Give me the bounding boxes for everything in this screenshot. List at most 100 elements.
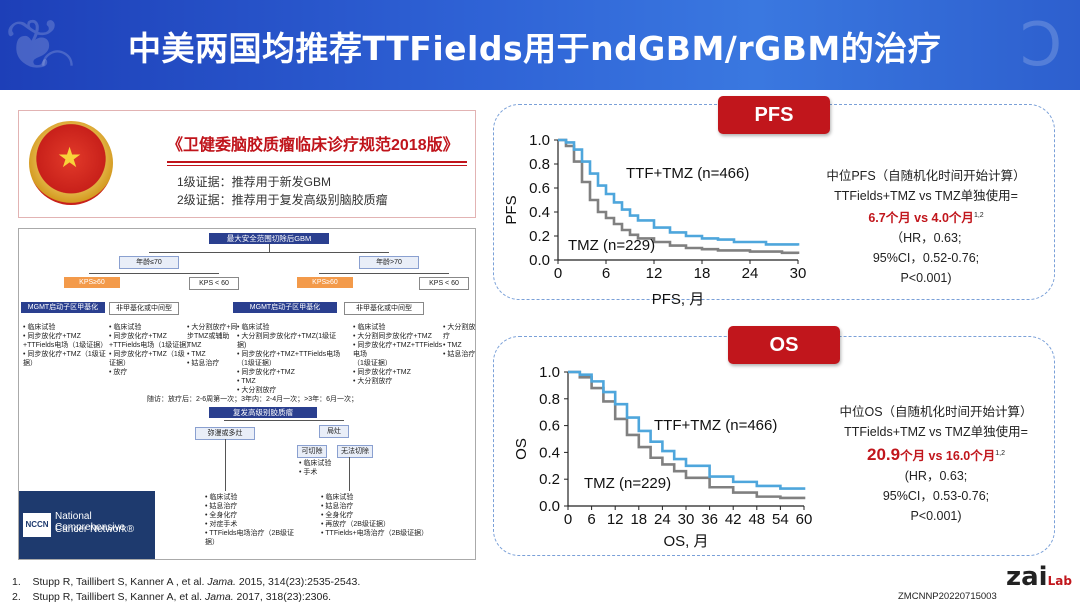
flow-col1: • 临床试验 • 同步放化疗+TMZ +TTFields电场（1级证据） • 同步放化… bbox=[23, 324, 108, 367]
y-tick-label: 1.0 bbox=[539, 364, 560, 381]
x-axis-label: PFS, 月 bbox=[652, 291, 705, 308]
diffuse-options: • 临床试验 • 姑息治疗 • 全身化疗 • 对症手术 • TTFields电场治疗（2… bbox=[205, 494, 295, 546]
os-stats: 中位OS（自随机化时间开始计算） TTFields+TMZ vs TMZ单独使用… bbox=[818, 402, 1054, 526]
series-label: TMZ (n=229) bbox=[568, 237, 655, 254]
kps-poor-right: KPS < 60 bbox=[419, 277, 469, 290]
x-tick-label: 0 bbox=[554, 265, 562, 282]
y-tick-label: 0.4 bbox=[529, 204, 550, 221]
page-title: 中美两国均推荐TTFields用于ndGBM/rGBM的治疗 bbox=[128, 29, 942, 68]
x-tick-label: 36 bbox=[701, 511, 718, 528]
os-stat-line: 中位OS（自随机化时间开始计算） bbox=[839, 405, 1033, 419]
flow-col3: • 大分割放疗+同 步TMZ或辅助TMZ • TMZ • 姑息治疗 bbox=[187, 324, 238, 367]
brain-icon: ❦ bbox=[4, 6, 63, 84]
os-stat-line: TTFields+TMZ vs TMZ单独使用= bbox=[844, 425, 1028, 439]
ear-icon: Ↄ bbox=[1020, 11, 1063, 78]
resectable-box: 可切除 bbox=[297, 445, 327, 458]
header-banner: ❦ ◠ Ↄ 中美两国均推荐TTFields用于ndGBM/rGBM的治疗 bbox=[0, 0, 1080, 90]
series-label: TTF+TMZ (n=466) bbox=[626, 165, 749, 182]
x-tick-label: 24 bbox=[654, 511, 671, 528]
y-tick-label: 0.6 bbox=[539, 418, 560, 435]
reference-2: 2. Stupp R, Taillibert S, Kanner A, et a… bbox=[12, 591, 332, 603]
lips-icon: ◠ bbox=[40, 41, 75, 85]
x-tick-label: 12 bbox=[646, 265, 663, 282]
y-tick-label: 0.0 bbox=[529, 252, 550, 269]
os-stat-line: 95%CI，0.53-0.76; bbox=[882, 489, 990, 504]
x-tick-label: 24 bbox=[742, 265, 759, 282]
zai-lab-logo: zaiLab bbox=[1006, 562, 1072, 592]
age-left: 年龄≤70 bbox=[119, 256, 179, 269]
x-tick-label: 6 bbox=[602, 265, 610, 282]
y-tick-label: 0.8 bbox=[529, 156, 550, 173]
nccn-name-line1: National Comprehensive bbox=[55, 511, 126, 533]
x-tick-label: 0 bbox=[564, 511, 572, 528]
x-tick-label: 60 bbox=[796, 511, 813, 528]
os-tag: OS bbox=[728, 326, 840, 364]
kps-poor-left: KPS < 60 bbox=[189, 277, 239, 290]
local-box: 局灶 bbox=[319, 425, 349, 438]
guideline-item: 1级证据：推荐用于新发GBM bbox=[177, 175, 332, 189]
nccn-mark: NCCN bbox=[23, 513, 51, 537]
reference-1: 1. Stupp R, Taillibert S, Kanner A , et … bbox=[12, 576, 361, 588]
os-median-ttf: 20.9 bbox=[866, 445, 901, 465]
age-right: 年龄>70 bbox=[359, 256, 419, 269]
x-tick-label: 18 bbox=[630, 511, 647, 528]
ttf-tmz-curve bbox=[558, 138, 800, 246]
flow-col2: • 临床试验 • 同步放化疗+TMZ +TTFields电场（1级证据） • 同步放化… bbox=[109, 324, 194, 376]
mgmt-left: MGMT启动子区甲基化 bbox=[21, 302, 105, 313]
x-tick-label: 12 bbox=[607, 511, 624, 528]
x-tick-label: 48 bbox=[748, 511, 765, 528]
os-stat-line: P<0.001) bbox=[910, 509, 962, 524]
nccn-logo: NCCN National Comprehensive Cancer Netwo… bbox=[19, 491, 155, 559]
series-label: TTF+TMZ (n=466) bbox=[654, 417, 777, 434]
local-options: • 临床试验 • 姑息治疗 • 全身化疗 • 再放疗（2B级证据） • TTFields… bbox=[321, 494, 429, 537]
resect-items: • 临床试验 • 手术 bbox=[299, 460, 332, 476]
flow-col5: • 临床试验 • 大分割同步放化疗+TMZ • 同步放化疗+TMZ+TTFields… bbox=[353, 324, 443, 385]
national-emblem-icon: ★ bbox=[29, 121, 113, 205]
tmz-curve bbox=[558, 138, 800, 255]
y-tick-label: 1.0 bbox=[529, 132, 550, 149]
ttf-tmz-curve bbox=[568, 370, 806, 490]
x-axis-label: OS, 月 bbox=[663, 533, 708, 550]
pfs-stats: 中位PFS（自随机化时间开始计算） TTFields+TMZ vs TMZ单独使… bbox=[804, 166, 1048, 288]
y-axis-label: OS bbox=[513, 438, 530, 460]
x-tick-label: 18 bbox=[694, 265, 711, 282]
y-tick-label: 0.6 bbox=[529, 180, 550, 197]
x-tick-label: 30 bbox=[678, 511, 695, 528]
document-code: ZMCNNP20220715003 bbox=[898, 591, 997, 602]
pfs-stat-line: TTFields+TMZ vs TMZ单独使用= bbox=[834, 189, 1018, 203]
series-label: TMZ (n=229) bbox=[584, 475, 671, 492]
y-axis-label: PFS bbox=[503, 195, 520, 224]
kps-good-right: KPS≥60 bbox=[297, 277, 353, 288]
os-panel bbox=[493, 336, 1055, 556]
y-tick-label: 0.2 bbox=[529, 228, 550, 245]
kps-good-left: KPS≥60 bbox=[64, 277, 120, 288]
pfs-stat-line: P<0.001) bbox=[900, 271, 952, 286]
guideline-box: ★ 《卫健委脑胶质瘤临床诊疗规范2018版》 1级证据：推荐用于新发GBM 2级… bbox=[18, 110, 476, 218]
pfs-stat-line: 中位PFS（自随机化时间开始计算） bbox=[826, 169, 1026, 183]
unmeth-left: 非甲基化或中间型 bbox=[109, 302, 179, 315]
pfs-tag: PFS bbox=[718, 96, 830, 134]
pfs-median: 6.7个月 vs 4.0个月 bbox=[868, 211, 974, 226]
recurrent-box: 复发高级别胶质瘤 bbox=[209, 407, 317, 418]
flow-col4: • 临床试验 • 大分割同步放化疗+TMZ(1级证据) • 同步放化疗+TMZ+TT… bbox=[237, 324, 341, 394]
flow-col6: • 大分割放疗 • TMZ • 姑息治疗 bbox=[443, 324, 476, 358]
nccn-name-line2: Cancer Network® bbox=[55, 524, 135, 535]
os-ref: 1,2 bbox=[995, 450, 1005, 457]
pfs-stat-line: （HR，0.63; bbox=[890, 231, 962, 246]
guideline-title: 《卫健委脑胶质瘤临床诊疗规范2018版》 bbox=[167, 137, 459, 154]
flow-top: 最大安全范围切除后GBM bbox=[209, 233, 329, 244]
guideline-item: 2级证据：推荐用于复发高级别脑胶质瘤 bbox=[177, 193, 388, 207]
nccn-flowchart: 最大安全范围切除后GBM 年龄≤70 年龄>70 KPS≥60 KPS < 60… bbox=[18, 228, 476, 560]
os-stat-line: (HR，0.63; bbox=[904, 469, 968, 484]
unresectable-box: 无法切除 bbox=[337, 445, 373, 458]
divider bbox=[167, 165, 467, 166]
y-tick-label: 0.4 bbox=[539, 444, 560, 461]
x-tick-label: 30 bbox=[790, 265, 807, 282]
x-tick-label: 54 bbox=[772, 511, 789, 528]
unmeth-right: 非甲基化或中间型 bbox=[344, 302, 424, 315]
y-tick-label: 0.2 bbox=[539, 471, 560, 488]
followup-note: 随访：放疗后：2-6周第一次；3年内：2-4月一次；>3年：6月一次； bbox=[147, 396, 359, 403]
x-tick-label: 6 bbox=[587, 511, 595, 528]
os-chart: 0.0 0.2 0.4 0.6 0.8 1.0 0 6 12 18 24 30 36 42 48 54 60 OS… bbox=[513, 364, 813, 550]
pfs-ref: 1,2 bbox=[973, 212, 984, 219]
